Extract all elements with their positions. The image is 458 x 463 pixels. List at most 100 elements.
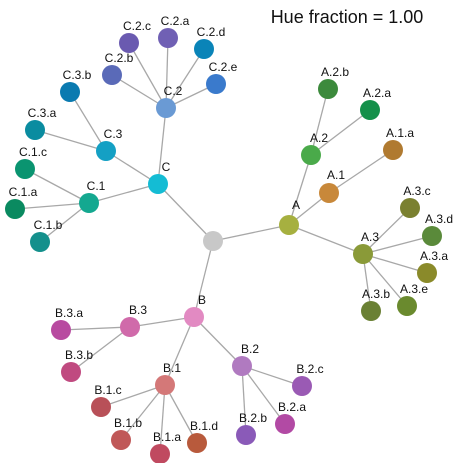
node-b-1: [155, 375, 175, 395]
edge-b-2-b-2-b: [241, 365, 247, 436]
label-a-2: A.2: [310, 131, 328, 145]
label-c: C: [162, 160, 171, 174]
edge-c-3-c-3-a: [34, 129, 107, 152]
label-b-1: B.1: [163, 361, 181, 375]
edge-b-2-b-2-c: [241, 365, 303, 387]
label-b-2-b: B.2.b: [239, 411, 267, 425]
label-c-3: C.3: [104, 127, 123, 141]
label-a-3-c: A.3.c: [403, 184, 430, 198]
node-a-2-a: [360, 100, 380, 120]
node-a-3-d: [422, 226, 442, 246]
node-b-3-a: [51, 320, 71, 340]
label-b-2-a: B.2.a: [278, 400, 306, 414]
edge-b-1-b-1-d: [164, 384, 198, 444]
node-c: [148, 174, 168, 194]
edge-c-1-c-1-a: [14, 202, 90, 210]
label-c-1-c: C.1.c: [19, 145, 47, 159]
label-c-3-a: C.3.a: [28, 106, 57, 120]
label-b-1-b: B.1.b: [114, 416, 142, 430]
node-b-3-b: [61, 362, 81, 382]
tree-labels: A A.1 A.1.a A.2 A.2.a A.2.b A.3 A.3.a A.3.b A.3.c…: [9, 14, 453, 444]
node-c-1-c: [15, 159, 35, 179]
label-c-1: C.1: [87, 179, 106, 193]
label-c-2-e: C.2.e: [209, 60, 238, 74]
node-a-3-a: [417, 263, 437, 283]
label-b-3-a: B.3.a: [55, 306, 83, 320]
tree-edges: [14, 37, 433, 455]
node-b-2-c: [292, 376, 312, 396]
node-b-2-b: [236, 425, 256, 445]
node-c-3-a: [25, 120, 45, 140]
label-c-3-b: C.3.b: [63, 68, 92, 82]
node-b: [184, 307, 204, 327]
node-c-1-a: [5, 199, 25, 219]
label-a-3-e: A.3.e: [400, 282, 428, 296]
edge-a-3-a-3-e: [362, 253, 408, 307]
label-c-2-a: C.2.a: [161, 14, 190, 28]
label-c-2: C.2: [164, 84, 183, 98]
edge-b-1-b-1-b: [120, 384, 166, 441]
label-a-1: A.1: [327, 168, 345, 182]
node-c-2-d: [194, 39, 214, 59]
node-b-2: [232, 356, 252, 376]
node-a-3-b: [361, 301, 381, 321]
label-c-2-b: C.2.b: [105, 51, 134, 65]
label-a-1-a: A.1.a: [386, 126, 414, 140]
label-a-3: A.3: [361, 230, 379, 244]
edge-b-2-b-2-a: [241, 365, 286, 425]
edge-b-1-b-1-c: [100, 384, 166, 408]
edge-c-1-c-1-c: [24, 168, 90, 204]
label-a-2-a: A.2.a: [363, 86, 391, 100]
label-c-2-c: C.2.c: [123, 19, 151, 33]
edge-a-2-a-2-a: [310, 109, 371, 156]
edge-c-c-3: [105, 150, 159, 185]
node-c-3: [96, 141, 116, 161]
label-a: A: [292, 198, 300, 212]
node-c-2-a: [158, 28, 178, 48]
edge-a-2-a-2-b: [310, 88, 329, 156]
edge-a-3-a-3-a: [362, 253, 428, 274]
edge-c-1-c-1-b: [39, 202, 90, 243]
tree-nodes: [5, 28, 442, 463]
label-b-2-c: B.2.c: [296, 362, 323, 376]
edge-c-c-1: [88, 183, 159, 204]
node-c-2-b: [102, 65, 122, 85]
node-c-2-c: [119, 33, 139, 53]
edge-b-1-b-1-a: [159, 384, 166, 455]
node-b-1-a: [150, 444, 170, 463]
edge-a-3-a-3-c: [362, 207, 411, 255]
node-b-1-b: [111, 430, 131, 450]
edge-b-3-b-3-b: [70, 326, 131, 373]
node-a-2: [301, 145, 321, 165]
edge-c-2-c-2-d: [165, 48, 205, 109]
node-b-3: [120, 317, 140, 337]
edge-c-3-c-3-b: [69, 91, 107, 152]
node-a-3: [353, 244, 373, 264]
label-c-1-a: C.1.a: [9, 185, 38, 199]
label-b: B: [198, 293, 206, 307]
label-b-1-c: B.1.c: [94, 383, 121, 397]
label-b-3-b: B.3.b: [65, 348, 93, 362]
diagram-title: Hue fraction = 1.00: [271, 7, 424, 27]
edge-root-c: [157, 183, 214, 242]
label-b-2: B.2: [241, 342, 259, 356]
node-b-1-c: [91, 397, 111, 417]
node-c-1: [79, 193, 99, 213]
label-a-2-b: A.2.b: [321, 65, 349, 79]
edge-root-a: [212, 224, 290, 242]
edge-b-3-b-3-a: [60, 326, 131, 331]
edge-a-3-a-3-d: [362, 235, 433, 255]
edge-root-b: [193, 240, 214, 318]
edge-a-1-a-1-a: [328, 149, 394, 194]
edge-a-a-2: [288, 154, 312, 226]
node-a-1-a: [383, 140, 403, 160]
label-b-1-a: B.1.a: [153, 430, 181, 444]
edge-b-b-2: [193, 316, 243, 367]
node-c-2: [156, 98, 176, 118]
node-a-3-e: [397, 296, 417, 316]
edge-c-2-c-2-a: [165, 37, 169, 109]
edge-b-b-1: [164, 316, 195, 386]
edge-c-2-c-2-b: [111, 74, 167, 109]
node-a-3-c: [400, 198, 420, 218]
edge-c-2-c-2-c: [128, 42, 167, 109]
